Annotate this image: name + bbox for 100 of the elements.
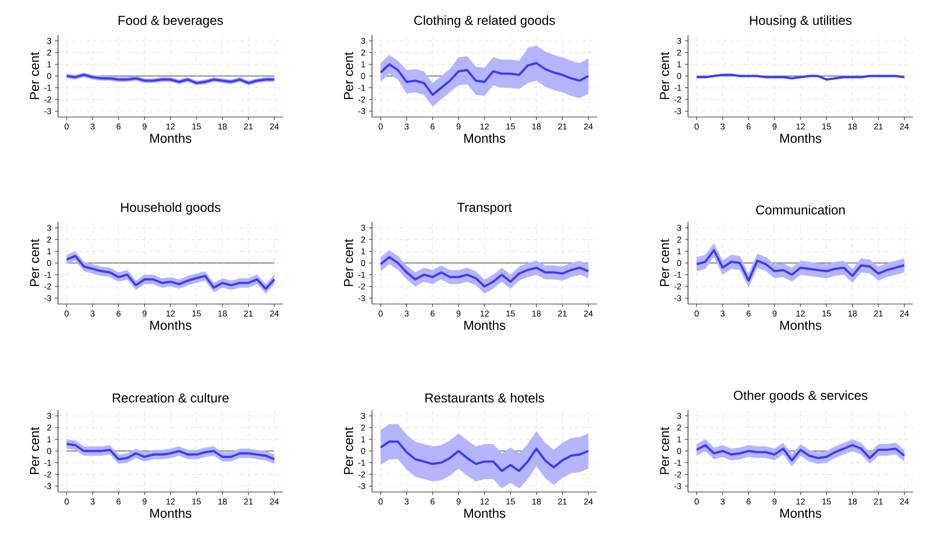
x-tick-label: 15 xyxy=(822,124,831,130)
x-tick-label: 18 xyxy=(848,124,857,130)
y-tick-label: 2 xyxy=(47,424,52,431)
y-tick-label: 0 xyxy=(361,73,366,79)
y-tick-label: 2 xyxy=(677,50,682,56)
x-tick-label: 24 xyxy=(900,124,909,130)
x-tick-label: 18 xyxy=(532,498,541,505)
y-tick-label: -2 xyxy=(674,96,682,102)
x-tick-label: 12 xyxy=(796,124,805,130)
x-axis-title: Months xyxy=(150,133,192,143)
y-tick-label: -3 xyxy=(674,295,682,302)
x-tick-label: 15 xyxy=(506,310,515,316)
y-tick-label: -1 xyxy=(358,460,366,466)
x-tick-label: 21 xyxy=(558,498,567,504)
x-tick-label: 0 xyxy=(378,498,383,505)
y-tick-label: 3 xyxy=(677,38,682,44)
y-tick-label: -3 xyxy=(674,108,682,114)
x-tick-label: 0 xyxy=(64,310,69,317)
x-tick-label: 21 xyxy=(244,498,253,504)
y-tick-label: 1 xyxy=(47,248,52,254)
y-tick-label: -1 xyxy=(358,84,366,91)
y-axis-title: Per cent xyxy=(344,239,354,286)
y-tick-label: -1 xyxy=(674,272,682,278)
x-tick-label: 18 xyxy=(848,310,857,317)
chart-title: Transport xyxy=(457,202,512,215)
x-tick-label: 9 xyxy=(772,498,777,505)
y-tick-label: -3 xyxy=(674,483,682,490)
y-tick-label: -3 xyxy=(358,108,366,114)
y-tick-label: 3 xyxy=(47,38,52,44)
y-axis-title: Per cent xyxy=(30,52,40,100)
y-tick-label: -2 xyxy=(358,471,366,478)
x-tick-label: 6 xyxy=(746,310,751,317)
x-tick-label: 12 xyxy=(166,498,175,504)
y-tick-label: 3 xyxy=(361,412,366,419)
y-tick-label: -3 xyxy=(44,295,52,302)
x-tick-label: 9 xyxy=(456,124,460,130)
x-tick-label: 24 xyxy=(270,310,279,316)
x-tick-label: 3 xyxy=(404,310,409,317)
x-axis-title: Months xyxy=(780,133,822,143)
x-tick-label: 21 xyxy=(244,310,253,316)
y-tick-label: 1 xyxy=(361,61,366,68)
x-tick-label: 3 xyxy=(720,124,725,130)
x-tick-label: 0 xyxy=(64,124,69,130)
x-tick-label: 18 xyxy=(218,498,227,505)
x-axis-title: Months xyxy=(150,508,192,518)
x-tick-label: 24 xyxy=(900,310,909,316)
x-tick-label: 3 xyxy=(720,498,725,505)
y-tick-label: 2 xyxy=(677,424,682,431)
x-tick-label: 15 xyxy=(192,498,201,504)
y-tick-label: 1 xyxy=(47,61,52,68)
y-tick-label: -2 xyxy=(44,96,52,102)
chart-title: Housing & utilities xyxy=(750,15,852,28)
x-tick-label: 3 xyxy=(404,124,409,130)
x-tick-label: 12 xyxy=(166,124,175,130)
x-tick-label: 3 xyxy=(90,310,95,317)
x-tick-label: 24 xyxy=(270,498,279,504)
chart-title: Clothing & related goods xyxy=(414,15,555,28)
chart-title: Food & beverages xyxy=(118,15,223,28)
x-tick-label: 6 xyxy=(430,498,435,505)
y-tick-label: 0 xyxy=(677,260,682,266)
y-tick-label: 3 xyxy=(361,224,366,231)
chart-title: Other goods & services xyxy=(734,390,868,403)
y-tick-label: 3 xyxy=(47,224,52,231)
y-tick-label: -2 xyxy=(358,96,366,102)
x-tick-label: 18 xyxy=(532,124,541,130)
y-tick-label: -1 xyxy=(358,272,366,278)
y-tick-label: 2 xyxy=(361,236,366,243)
x-tick-label: 9 xyxy=(456,498,460,505)
x-tick-label: 3 xyxy=(404,498,409,505)
x-tick-label: 21 xyxy=(558,124,567,130)
x-tick-label: 9 xyxy=(772,310,777,317)
x-tick-label: 18 xyxy=(848,498,857,505)
y-tick-label: 3 xyxy=(47,412,52,419)
y-axis-title: Per cent xyxy=(660,427,670,474)
x-tick-label: 24 xyxy=(900,498,909,504)
x-tick-label: 6 xyxy=(746,124,751,130)
x-tick-label: 0 xyxy=(694,124,699,130)
y-tick-label: 1 xyxy=(47,436,52,442)
x-tick-label: 0 xyxy=(694,498,699,505)
y-tick-label: 2 xyxy=(47,236,52,243)
x-tick-label: 15 xyxy=(506,124,515,130)
y-tick-label: -1 xyxy=(674,460,682,466)
x-tick-label: 18 xyxy=(218,310,227,317)
x-tick-label: 9 xyxy=(142,498,146,505)
y-tick-label: -1 xyxy=(44,272,52,278)
y-tick-label: -2 xyxy=(44,471,52,478)
y-axis-title: Per cent xyxy=(344,52,354,100)
x-tick-label: 6 xyxy=(430,310,435,317)
x-tick-label: 6 xyxy=(746,498,751,505)
x-tick-label: 24 xyxy=(584,498,593,504)
y-axis-title: Per cent xyxy=(30,427,40,474)
y-tick-label: -1 xyxy=(44,84,52,91)
x-tick-label: 12 xyxy=(796,498,805,504)
y-tick-label: 0 xyxy=(677,448,682,454)
x-tick-label: 9 xyxy=(142,124,146,130)
x-tick-label: 9 xyxy=(772,124,777,130)
x-tick-label: 6 xyxy=(116,124,121,130)
x-axis-title: Months xyxy=(464,508,506,518)
x-tick-label: 6 xyxy=(116,498,121,505)
x-axis-title: Months xyxy=(150,320,192,330)
